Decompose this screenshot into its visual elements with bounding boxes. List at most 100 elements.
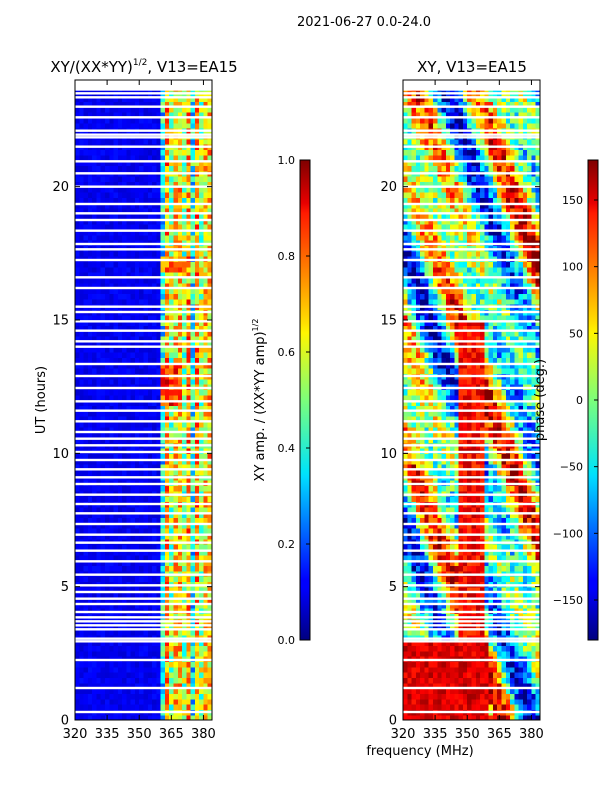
amp-heatmap-cell (79, 640, 85, 646)
phase-heatmap-cell (432, 661, 438, 668)
amp-heatmap-cell (92, 704, 98, 710)
amp-heatmap-cell (87, 586, 93, 593)
amp-heatmap-cell (113, 432, 119, 438)
amp-heatmap-cell (92, 261, 98, 268)
amp-heatmap-cell (83, 522, 89, 529)
phase-heatmap-cell (411, 698, 417, 705)
amp-heatmap-cell (87, 122, 93, 129)
amp-heatmap-cell (83, 149, 89, 156)
amp-heatmap-cell (83, 704, 89, 710)
phase-heatmap-cell (424, 698, 430, 705)
amp-heatmap-cell (130, 485, 136, 492)
amp-heatmap-cell (109, 272, 115, 278)
amp-heatmap-cell (104, 485, 110, 492)
amp-heatmap-cell (87, 565, 93, 572)
amp-heatmap-cell (87, 352, 93, 358)
amp-flagged-row (75, 145, 212, 148)
amp-heatmap-cell (182, 320, 187, 326)
amp-heatmap-cell (75, 437, 80, 444)
amp-heatmap-cell (199, 202, 205, 209)
amp-heatmap-cell (126, 640, 132, 646)
phase-heatmap-cell (522, 554, 528, 561)
amp-heatmap-cell (164, 346, 170, 353)
phase-heatmap-cell (527, 688, 533, 694)
amp-heatmap-cell (177, 234, 183, 241)
amp-heatmap-cell (182, 672, 187, 678)
amp-heatmap-cell (83, 602, 89, 609)
amp-heatmap-cell (117, 586, 123, 593)
amp-heatmap-cell (126, 426, 132, 433)
phase-heatmap-cell (411, 666, 417, 673)
amp-heatmap-cell (109, 176, 115, 182)
amp-heatmap-cell (173, 714, 179, 721)
amp-heatmap-cell (152, 208, 157, 214)
amp-heatmap-cell (126, 357, 132, 364)
amp-heatmap-cell (87, 506, 93, 513)
amp-heatmap-cell (92, 410, 98, 417)
amp-heatmap-cell (143, 234, 149, 241)
amp-heatmap-cell (156, 469, 162, 476)
amp-heatmap-cell (104, 693, 110, 700)
amp-heatmap-cell (186, 517, 192, 524)
amp-heatmap-cell (100, 341, 106, 348)
amp-heatmap-cell (109, 554, 115, 561)
amp-heatmap-cell (169, 512, 175, 518)
phase-heatmap-cell (428, 640, 434, 646)
amp-heatmap-cell (87, 549, 93, 556)
amp-heatmap-cell (152, 714, 157, 721)
amp-heatmap-cell (173, 266, 179, 273)
amp-heatmap-cell (177, 160, 183, 166)
amp-heatmap-cell (134, 576, 140, 582)
amp-heatmap-cell (160, 394, 166, 401)
amp-heatmap-cell (147, 138, 153, 145)
amp-heatmap-cell (122, 336, 127, 342)
amp-heatmap-cell (207, 202, 213, 209)
amp-heatmap-cell (96, 592, 102, 598)
amp-heatmap-cell (122, 197, 127, 204)
amp-colorbar-label: XY amp. / (XX*YY amp)1/2 (251, 319, 268, 482)
phase-heatmap-cell (480, 661, 485, 668)
amp-heatmap-cell (203, 485, 209, 492)
amp-heatmap-cell (100, 336, 106, 342)
amp-heatmap-cell (164, 336, 170, 342)
amp-heatmap-cell (75, 464, 80, 470)
amp-heatmap-cell (134, 176, 140, 182)
phase-heatmap-cell (403, 640, 408, 646)
amp-heatmap-cell (194, 645, 200, 652)
amp-heatmap-cell (199, 469, 205, 476)
amp-heatmap-cell (139, 176, 145, 182)
amp-heatmap-cell (177, 181, 183, 188)
phase-heatmap-cell (514, 597, 520, 604)
amp-heatmap-cell (199, 624, 205, 630)
amp-heatmap-cell (199, 698, 205, 705)
amp-flagged-row (75, 476, 212, 479)
amp-heatmap-cell (160, 202, 166, 209)
phase-heatmap-cell (492, 645, 498, 652)
phase-heatmap-cell (488, 650, 494, 657)
amp-heatmap-cell (147, 357, 153, 364)
amp-heatmap-cell (126, 629, 132, 636)
phase-heatmap-cell (407, 704, 413, 710)
amp-heatmap-cell (186, 341, 192, 348)
amp-heatmap-cell (79, 650, 85, 657)
phase-heatmap-cell (501, 645, 507, 652)
amp-heatmap-cell (109, 698, 115, 705)
amp-heatmap-cell (126, 202, 132, 209)
amp-heatmap-cell (126, 554, 132, 561)
amp-heatmap-cell (190, 266, 196, 273)
phase-heatmap-cell (411, 714, 417, 721)
phase-heatmap-cell (471, 677, 477, 684)
amp-heatmap-cell (160, 181, 166, 188)
amp-heatmap-cell (92, 277, 98, 284)
phase-heatmap-cell (531, 624, 537, 630)
amp-heatmap-cell (139, 602, 145, 609)
phase-heatmap-cell (501, 672, 507, 678)
amp-heatmap-cell (173, 688, 179, 694)
amp-heatmap-cell (203, 672, 209, 678)
amp-heatmap-cell (87, 400, 93, 406)
amp-heatmap-cell (113, 208, 119, 214)
amp-heatmap-cell (117, 405, 123, 412)
amp-heatmap-cell (164, 176, 170, 182)
amp-heatmap-cell (87, 160, 93, 166)
phase-heatmap-cell (467, 597, 473, 604)
